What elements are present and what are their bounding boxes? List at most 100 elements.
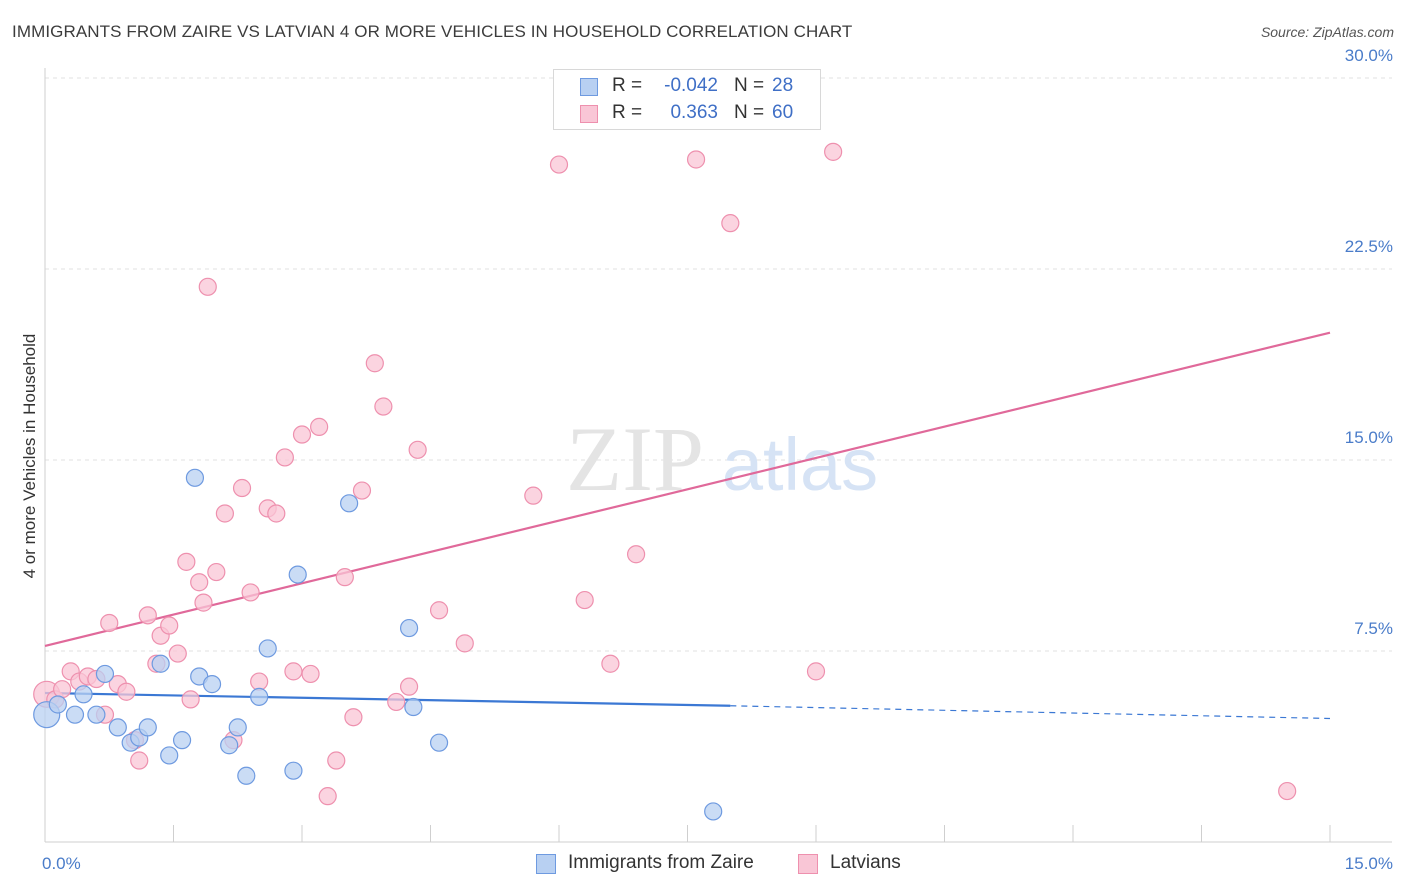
bottom-legend-label-latvian: Latvians [830,852,901,873]
zaire-point [399,618,419,638]
latvian-point [399,677,419,696]
zaire-point [704,802,723,821]
zaire-point [151,654,170,673]
bottom-legend-swatch-latvian [798,854,818,874]
gridlines [45,77,1392,652]
legend-swatch-latvian [580,105,598,123]
tick-labels: 7.5% 15.0% 22.5% 30.0% 0.0% 15.0% [42,46,1393,873]
bottom-legend-label-zaire: Immigrants from Zaire [568,852,754,873]
latvian-point [344,708,363,727]
legend-n-value: 28 [772,75,794,96]
latvian-point [168,644,187,663]
latvian-point [721,214,740,233]
latvian-point [130,751,149,770]
legend-box: R = -0.042 N = 28 R = 0.363 N = 60 [553,69,821,130]
zaire-point [284,761,303,780]
zaire-point [202,675,222,694]
legend-r-label: R = [612,75,643,96]
latvian-point [1278,781,1297,801]
source-label: Source: ZipAtlas.com [1260,24,1394,40]
x-tick-label: 0.0% [42,854,81,873]
latvian-point [310,417,329,436]
latvian-point [194,593,213,612]
zaire-point [228,718,247,737]
latvian-point [301,664,320,684]
zaire-point [48,695,67,714]
latvian-point [232,478,252,498]
latvian-point [374,397,393,416]
axes [44,68,1392,843]
data-points [33,142,1297,821]
zaire-trend-extension [730,705,1331,720]
latvian-point [387,692,406,712]
legend-r-value: 0.363 [670,102,718,123]
latvian-point [190,573,209,592]
zaire-point [340,494,359,513]
legend-r-value: -0.042 [664,75,718,96]
zaire-point [237,766,256,785]
legend-n-label: N = [734,75,765,96]
y-tick-label: 30.0% [1345,46,1393,65]
y-tick-label: 7.5% [1354,619,1393,638]
zaire-point [138,718,157,737]
latvian-point [100,613,119,633]
zaire-point [160,746,179,765]
latvian-point [601,654,620,673]
zaire-point [74,685,93,704]
legend-n-value: 60 [772,102,794,123]
watermark-atlas: atlas [722,423,878,506]
latvian-point [181,690,200,709]
latvian-point [626,545,646,564]
latvian-point [160,616,179,635]
latvian-point [241,583,260,602]
latvian-point [117,682,136,701]
latvian-point [455,634,474,653]
zaire-point [172,731,192,750]
y-tick-label: 15.0% [1345,428,1393,447]
latvian-point [686,150,706,169]
latvian-point [207,562,226,582]
zaire-point [220,736,239,755]
latvian-point [352,481,372,500]
latvian-point [806,662,826,681]
latvian-point [177,552,196,571]
latvian-point [365,354,384,373]
latvian-point [250,672,269,691]
legend-n-label: N = [734,102,765,123]
zaire-point [258,639,277,658]
zaire-point [65,705,85,724]
latvian-point [138,606,157,625]
zaire-point [404,697,423,717]
latvian-point [284,662,303,681]
zaire-point [87,705,106,724]
zaire-point [429,733,449,752]
latvian-point [292,425,312,444]
latvian-point [824,142,843,161]
latvian-point [327,751,346,770]
y-tick-label: 22.5% [1345,237,1393,256]
latvian-point [198,277,217,296]
legend-r-label: R = [612,102,643,123]
chart-title: IMMIGRANTS FROM ZAIRE VS LATVIAN 4 OR MO… [12,22,853,41]
latvian-point [524,486,543,505]
zaire-point [185,468,205,487]
zaire-point [250,687,269,706]
x-tick-label: 15.0% [1345,854,1393,873]
bottom-legend-swatch-zaire [536,854,556,874]
latvian-point [549,155,569,174]
zaire-point [288,565,307,584]
trend-lines [44,331,1331,720]
zaire-point [95,664,115,684]
legend-swatch-zaire [580,78,598,96]
latvian-point [267,504,286,523]
latvian-point [429,601,449,620]
latvian-point [408,440,427,459]
watermark-zip: ZIP [566,408,704,510]
latvian-point [318,787,337,806]
latvian-point [335,568,354,587]
latvian-point [215,504,234,523]
latvian-point [575,590,594,610]
latvian-point [275,448,294,467]
latvian-point [53,680,72,699]
